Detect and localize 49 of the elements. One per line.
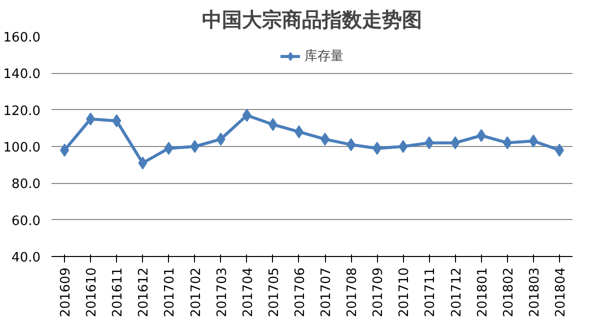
point	[60, 144, 70, 157]
point	[138, 156, 148, 170]
y-tick-label: 100.0	[3, 140, 40, 156]
point	[528, 134, 538, 148]
point	[112, 114, 122, 128]
x-tick-label: 201706	[292, 267, 308, 318]
x-tick-label: 201705	[266, 267, 282, 318]
x-tick-label: 201802	[501, 267, 516, 318]
y-tick-label: 60.0	[12, 214, 41, 229]
point	[554, 144, 564, 157]
point	[164, 142, 174, 155]
y-tick-label: 140.0	[3, 67, 40, 82]
x-tick-label: 201712	[449, 267, 464, 318]
x-tick-label: 201804	[553, 267, 568, 318]
point	[346, 138, 356, 152]
point	[294, 125, 304, 138]
x-tick-label: 201709	[371, 267, 386, 318]
point	[268, 118, 278, 131]
point	[424, 136, 434, 150]
x-tick-label: 201711	[423, 267, 438, 318]
x-tick-label: 201611	[110, 267, 126, 318]
chart-title: 中国大宗商品指数走势图	[202, 8, 422, 32]
x-tick-label: 201609	[58, 267, 74, 318]
point	[320, 132, 330, 146]
x-tick-label: 201610	[84, 267, 100, 318]
y-tick-label: 80.0	[12, 177, 41, 192]
x-tick-label: 201704	[240, 267, 256, 318]
x-tick-label: 201803	[527, 267, 542, 318]
x-tick-label: 201801	[475, 267, 490, 318]
point	[190, 140, 200, 153]
point	[242, 108, 252, 122]
x-tick-label: 201703	[214, 267, 230, 318]
x-tick-label: 201701	[162, 267, 178, 318]
y-tick-label: 40.0	[12, 250, 41, 266]
x-tick-label: 201708	[345, 267, 360, 318]
point	[86, 112, 96, 126]
x-tick-label: 201612	[136, 267, 152, 318]
point	[216, 132, 226, 146]
x-tick-label: 201702	[188, 267, 204, 318]
y-tick-label: 160.0	[3, 30, 40, 46]
y-tick-label: 120.0	[3, 104, 40, 119]
point	[398, 140, 408, 153]
point	[372, 142, 382, 155]
x-tick-label: 201710	[397, 267, 412, 318]
x-tick-label: 201707	[319, 267, 334, 318]
point	[502, 136, 512, 150]
legend-label: 库存量	[304, 48, 344, 65]
point	[450, 136, 460, 150]
point	[476, 129, 486, 142]
